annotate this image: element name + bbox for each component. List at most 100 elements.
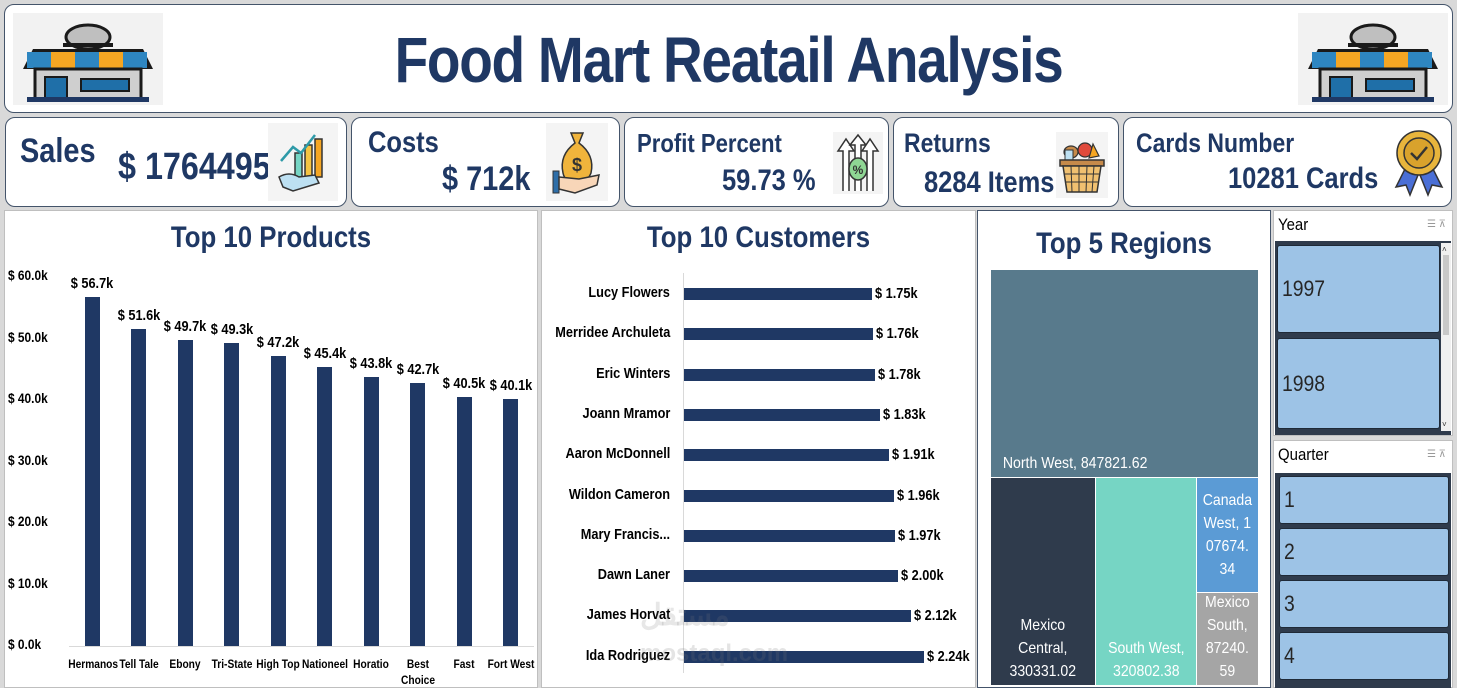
kpi-cards-number: Cards Number 10281 Cards — [1123, 117, 1452, 207]
product-bar — [224, 342, 240, 646]
customer-bar — [684, 570, 899, 583]
kpi-returns: Returns 8284 Items — [893, 117, 1119, 207]
treemap-tile-label: South West, 320802.38 — [1107, 639, 1185, 680]
customers-chart: Lucy Flowers $ 1.75k Merridee Archuleta $ 1… — [542, 211, 977, 688]
treemap-tile-label: Canada West, 107674.34 — [1202, 492, 1253, 579]
product-bar — [177, 340, 193, 646]
panel-title: Top 5 Regions — [1036, 227, 1212, 260]
customer-name-label: Dawn Laner — [597, 566, 670, 584]
x-tick-label: Hermanos — [68, 657, 119, 671]
slicer-title: Year — [1278, 215, 1309, 234]
kpi-value: 10281 Cards — [1228, 162, 1379, 195]
x-tick-label: Tell Tale — [119, 657, 159, 671]
product-bar — [410, 383, 426, 646]
customer-bar — [684, 368, 875, 381]
slicer-item-label: 4 — [1284, 643, 1295, 668]
svg-text:$: $ — [572, 155, 582, 175]
sales-growth-icon — [268, 123, 338, 201]
top-regions-panel: Top 5 Regions North West, 847821.62 Mexic… — [977, 210, 1271, 688]
treemap-tile-canada-west: Canada West, 107674.34 — [1197, 478, 1258, 592]
x-tick-label: Tri-State — [211, 657, 253, 671]
scroll-down-icon[interactable]: ˅ — [1442, 420, 1447, 429]
treemap-tile-label: North West, 847821.62 — [1002, 455, 1148, 473]
multi-select-icon[interactable]: ☰ ⊼ — [1426, 449, 1446, 460]
top-customers-panel: Top 10 Customers Lucy Flowers $ 1.75k Merr… — [541, 210, 976, 688]
header-banner: Food Mart Reatail Analysis — [4, 4, 1453, 113]
regions-treemap: North West, 847821.62 Mexico Central, 330… — [991, 270, 1259, 688]
slicer-items: 1 2 3 4 — [1275, 473, 1451, 688]
store-icon — [13, 13, 163, 105]
product-bar — [317, 366, 333, 646]
kpi-label: Profit Percent — [637, 128, 782, 158]
customer-bar — [684, 610, 912, 623]
customer-bar — [684, 288, 872, 300]
slicer-item-q4[interactable]: 4 — [1279, 632, 1449, 680]
scroll-up-icon[interactable]: ˄ — [1442, 245, 1447, 254]
slicer-item-1997[interactable]: 1997 — [1277, 245, 1440, 333]
bar-data-label: $ 1.91k — [891, 446, 935, 464]
slicer-item-label: 2 — [1284, 539, 1295, 564]
x-tick-label: High Top — [256, 657, 300, 671]
y-axis-line — [683, 273, 684, 673]
customer-name-label: Ida Rodriguez — [585, 646, 670, 664]
kpi-sales: Sales $ 1764495 — [5, 117, 347, 207]
svg-text:%: % — [853, 163, 864, 177]
bar-data-label: $ 45.4k — [303, 344, 347, 362]
customer-name-label: James Horvat — [586, 606, 670, 624]
scrollbar-thumb[interactable] — [1443, 255, 1449, 335]
y-tick-label: $ 20.0k — [8, 513, 48, 529]
product-bar — [503, 399, 519, 646]
year-slicer: Year ☰ ⊼ 1997 1998 ˄ ˅ — [1273, 210, 1453, 436]
bar-data-label: $ 1.97k — [898, 526, 941, 544]
bar-data-label: $ 1.96k — [897, 486, 940, 504]
product-bar — [131, 328, 147, 646]
slicer-item-q3[interactable]: 3 — [1279, 580, 1449, 628]
product-bar — [270, 355, 286, 646]
scrollbar[interactable]: ˄ ˅ — [1441, 243, 1451, 431]
x-tick-label: Fort West — [487, 657, 535, 671]
customer-name-label: Wildon Cameron — [568, 485, 670, 503]
slicer-item-q1[interactable]: 1 — [1279, 476, 1449, 524]
bar-data-label: $ 40.1k — [489, 377, 533, 395]
kpi-costs: Costs $ 712k $ — [351, 117, 620, 207]
x-tick-label: Ebony — [169, 657, 201, 671]
bar-data-label: $ 42.7k — [396, 361, 440, 379]
customer-bar — [684, 489, 894, 502]
treemap-tile-mexico-central: Mexico Central, 330331.02 — [991, 478, 1095, 685]
customer-bar — [684, 650, 924, 663]
kpi-value: 8284 Items — [924, 166, 1055, 199]
customer-name-label: Eric Winters — [595, 364, 670, 382]
x-tick-label: Nationeel — [301, 657, 348, 671]
treemap-tile-north-west: North West, 847821.62 — [991, 270, 1258, 478]
percent-arrows-icon: % — [833, 132, 883, 194]
kpi-profit-percent: Profit Percent 59.73 % % — [624, 117, 889, 207]
slicer-title: Quarter — [1278, 445, 1329, 464]
customer-bar — [684, 328, 873, 341]
quarter-slicer: Quarter ☰ ⊼ 1 2 3 4 — [1273, 440, 1453, 688]
bar-data-label: $ 47.2k — [256, 333, 300, 351]
x-tick-label: Horatio — [353, 657, 390, 671]
customer-name-label: Mary Francis... — [580, 525, 670, 543]
slicer-item-label: 3 — [1284, 591, 1295, 616]
customer-bar — [684, 408, 881, 421]
multi-select-icon[interactable]: ☰ ⊼ — [1426, 219, 1446, 230]
y-tick-label: $ 30.0k — [8, 451, 48, 468]
customer-name-label: Aaron McDonnell — [565, 445, 670, 463]
customer-name-label: Lucy Flowers — [588, 284, 670, 301]
bar-data-label: $ 1.83k — [883, 405, 926, 423]
treemap-tile-label: Mexico Central, 330331.02 — [1009, 616, 1077, 680]
y-tick-label: $ 40.0k — [8, 390, 48, 406]
products-chart: $ 0.0k $ 10.0k $ 20.0k $ 30.0k $ 40.0k $ 50.0… — [5, 211, 539, 688]
customer-name-label: Merridee Archuleta — [554, 324, 670, 342]
product-bar — [363, 376, 379, 646]
slicer-item-1998[interactable]: 1998 — [1277, 338, 1440, 429]
dashboard-title: Food Mart Reatail Analysis — [394, 24, 1064, 96]
bar-data-label: $ 40.5k — [442, 374, 486, 392]
store-icon — [1298, 13, 1448, 105]
x-axis-line — [69, 646, 534, 647]
y-tick-label: $ 50.0k — [8, 328, 48, 345]
treemap-tile-mexico-south: Mexico South, 87240.59 — [1197, 593, 1258, 685]
slicer-item-label: 1 — [1284, 487, 1295, 512]
watermark-arabic: مستقل — [640, 599, 730, 632]
slicer-item-q2[interactable]: 2 — [1279, 528, 1449, 576]
